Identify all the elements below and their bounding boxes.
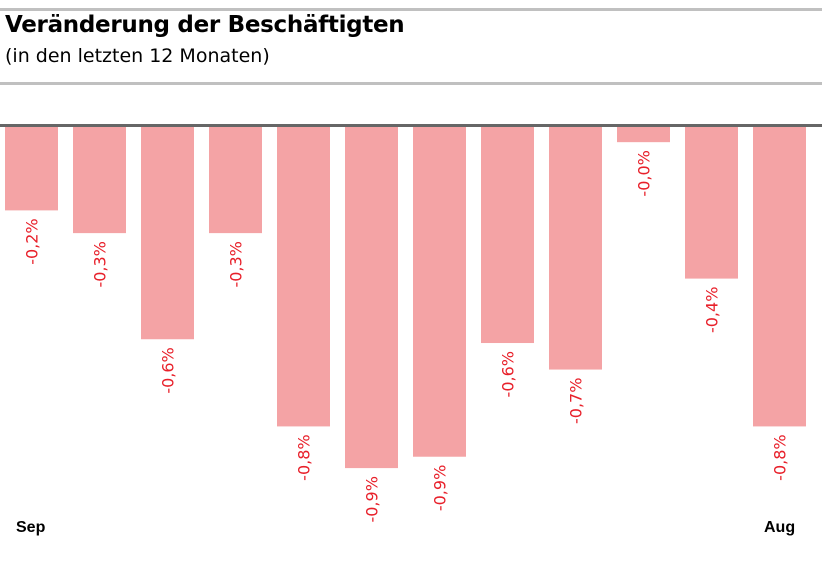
- data-label: -0,9%: [431, 465, 450, 511]
- x-tick-first: Sep: [16, 519, 46, 536]
- bar-Feb: [345, 127, 398, 469]
- data-label: -0,2%: [23, 218, 42, 264]
- bar-Jul: [685, 127, 738, 279]
- bar-Sep: [5, 127, 58, 211]
- header-rule: [0, 82, 822, 85]
- data-label: -0,0%: [635, 150, 654, 196]
- data-label: -0,6%: [159, 347, 178, 393]
- bar-Okt: [73, 127, 126, 234]
- zero-baseline: [0, 124, 822, 127]
- data-label: -0,6%: [499, 351, 518, 397]
- top-rule: [0, 8, 822, 11]
- bar-Apr: [481, 127, 534, 344]
- data-label: -0,9%: [363, 476, 382, 522]
- bar-Mai: [549, 127, 602, 370]
- bar-Dez: [209, 127, 262, 234]
- bar-Jan: [277, 127, 330, 427]
- data-label: -0,3%: [91, 241, 110, 287]
- x-tick-last: Aug: [764, 519, 796, 536]
- bar-Nov: [141, 127, 194, 340]
- data-label: -0,7%: [567, 378, 586, 424]
- data-label: -0,4%: [703, 287, 722, 333]
- bar-Jun: [617, 127, 670, 143]
- data-label: -0,3%: [227, 241, 246, 287]
- chart-subtitle: (in den letzten 12 Monaten): [5, 45, 270, 67]
- data-label: -0,8%: [771, 434, 790, 480]
- chart-title: Veränderung der Beschäftigten: [5, 12, 405, 38]
- data-label: -0,8%: [295, 434, 314, 480]
- bar-Aug: [753, 127, 806, 427]
- bar-Mär: [413, 127, 466, 457]
